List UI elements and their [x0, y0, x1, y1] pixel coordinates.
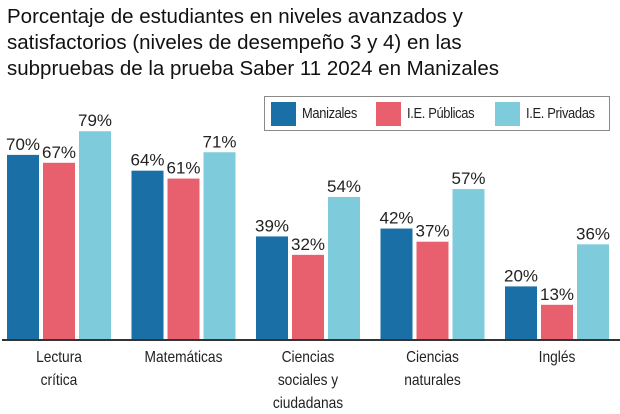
legend: Manizales I.E. Públicas I.E. Privadas — [264, 96, 610, 131]
title-line: Porcentaje de estudiantes en niveles ava… — [7, 5, 463, 28]
data-label: 37% — [416, 222, 450, 241]
bar — [256, 236, 288, 339]
data-label: 54% — [327, 177, 361, 196]
bar — [131, 170, 164, 339]
category-label: Ciencias — [406, 348, 459, 366]
category-label: crítica — [41, 371, 78, 389]
chart-title: Porcentaje de estudiantes en niveles ava… — [7, 4, 617, 82]
bar — [203, 152, 236, 339]
bar — [505, 286, 537, 339]
category-label: naturales — [404, 371, 461, 389]
category-label: ciudadanas — [273, 394, 343, 412]
bar — [7, 154, 39, 339]
legend-item-publicas: I.E. Públicas — [375, 101, 485, 126]
title-line: satisfactorios (niveles de desempeño 3 y… — [7, 31, 462, 54]
data-label: 57% — [452, 169, 486, 188]
data-label: 20% — [504, 266, 538, 285]
legend-label: I.E. Públicas — [406, 105, 475, 122]
data-label: 67% — [42, 143, 76, 162]
data-label: 64% — [131, 151, 165, 170]
category-label: Ciencias — [282, 348, 335, 366]
category-label: Matemáticas — [145, 348, 223, 366]
legend-label: I.E. Privadas — [526, 105, 595, 122]
bar — [380, 228, 413, 339]
data-label: 42% — [380, 209, 414, 228]
title-line: subpruebas de la prueba Saber 11 2024 en… — [7, 57, 499, 80]
bar — [292, 254, 324, 339]
category-label: Lectura — [36, 348, 83, 366]
data-label: 71% — [203, 132, 237, 151]
bar — [43, 162, 75, 339]
data-label: 32% — [291, 235, 325, 254]
legend-item-privadas: I.E. Privadas — [495, 101, 606, 126]
bar — [452, 189, 485, 339]
category-label: Inglés — [539, 348, 576, 366]
category-label: sociales y — [278, 371, 339, 389]
bar — [541, 304, 573, 339]
legend-item-manizales: Manizales — [271, 101, 366, 126]
bar — [577, 244, 609, 339]
legend-swatch — [495, 101, 521, 126]
legend-swatch — [271, 101, 296, 126]
bar — [328, 196, 360, 339]
legend-swatch — [375, 101, 401, 126]
data-label: 61% — [167, 159, 201, 178]
legend-label: Manizales — [302, 105, 357, 122]
data-label: 79% — [78, 111, 112, 130]
data-label: 70% — [6, 135, 40, 154]
data-label: 39% — [255, 216, 289, 235]
bar — [416, 241, 449, 339]
data-label: 13% — [540, 285, 574, 304]
data-label: 36% — [576, 224, 610, 243]
bar — [167, 178, 200, 339]
bar — [79, 131, 111, 339]
